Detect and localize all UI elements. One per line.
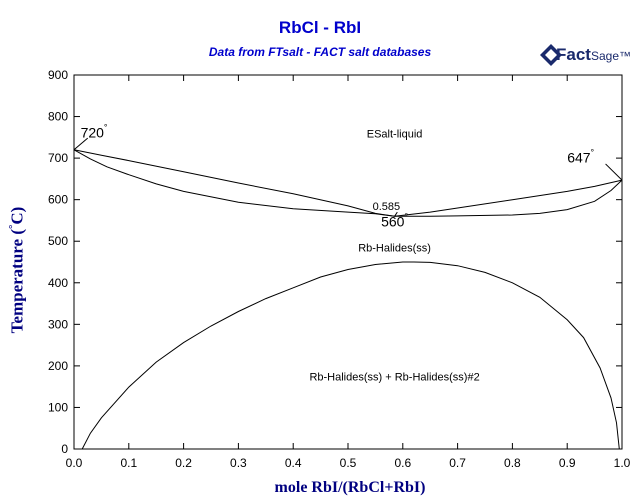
chart-annotation: 647° xyxy=(567,147,594,165)
factsage-logo-text: FactSage™ xyxy=(556,45,631,65)
y-axis-label-main: Temperature ( xyxy=(7,229,27,334)
x-tick-label: 0.4 xyxy=(285,456,302,470)
y-axis-label-unit: C) xyxy=(7,206,27,225)
y-tick-label: 700 xyxy=(48,151,68,165)
logo-suffix-text: Sage™ xyxy=(590,49,631,63)
chart-annotation: ESalt-liquid xyxy=(367,128,423,140)
plot-frame xyxy=(73,74,623,450)
x-tick-label: 0.2 xyxy=(175,456,192,470)
x-tick-label: 0.6 xyxy=(394,456,411,470)
x-tick-label: 0.1 xyxy=(120,456,137,470)
y-tick-label: 200 xyxy=(48,359,68,373)
y-tick-label: 100 xyxy=(48,400,68,414)
chart-subtitle: Data from FTsalt - FACT salt databases xyxy=(208,45,432,59)
y-axis-label-degree: ° xyxy=(7,224,19,230)
logo-main-text: Fact xyxy=(556,45,591,64)
y-tick-label: 400 xyxy=(48,276,68,290)
y-tick-label: 500 xyxy=(48,234,68,248)
y-axis-label: Temperature (°C) xyxy=(7,207,28,334)
chart-annotation: 560° xyxy=(381,211,408,229)
x-tick-label: 0.3 xyxy=(230,456,247,470)
x-tick-label: 0.8 xyxy=(504,456,521,470)
y-tick-label: 600 xyxy=(48,193,68,207)
annotation-leader-line xyxy=(394,211,398,217)
y-tick-label: 800 xyxy=(48,110,68,124)
phase-boundary-line-2 xyxy=(73,149,623,217)
x-tick-label: 0.9 xyxy=(559,456,576,470)
phase-boundary-line-3 xyxy=(81,261,620,450)
x-tick-label: 0.0 xyxy=(66,456,83,470)
annotation-leader-line xyxy=(73,137,89,151)
y-tick-label: 0 xyxy=(61,442,68,456)
chart-annotation: Rb-Halides(ss) xyxy=(358,243,431,255)
x-axis-label: mole RbI/(RbCl+RbI) xyxy=(274,479,426,496)
annotation-leader-line xyxy=(605,163,623,181)
chart-annotation: Rb-Halides(ss) + Rb-Halides(ss)#2 xyxy=(309,371,479,383)
y-tick-label: 900 xyxy=(48,68,68,82)
x-tick-label: 0.7 xyxy=(449,456,466,470)
factsage-logo: FactSage™ xyxy=(540,42,631,72)
y-tick-label: 300 xyxy=(48,317,68,331)
x-tick-label: 1.0 xyxy=(614,456,631,470)
x-tick-label: 0.5 xyxy=(340,456,357,470)
chart-annotation: 720° xyxy=(81,122,108,140)
chart-annotation: 0.585 xyxy=(373,201,401,213)
factsage-logo-mark-icon xyxy=(540,44,562,66)
chart-title: RbCl - RbI xyxy=(278,18,362,37)
phase-boundary-line-1 xyxy=(73,149,623,217)
